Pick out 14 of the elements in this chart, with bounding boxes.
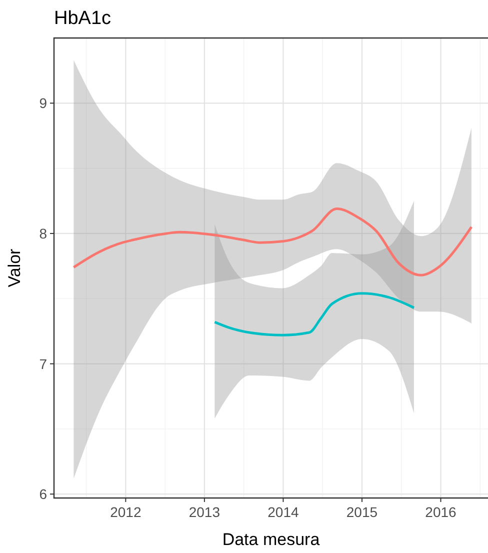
x-tick-label: 2015 — [346, 504, 378, 520]
x-tick-label: 2013 — [188, 504, 220, 520]
x-tick-label: 2014 — [268, 504, 299, 520]
x-tick-label: 2012 — [110, 504, 142, 520]
chart-title: HbA1c — [54, 8, 112, 29]
y-tick-label: 7 — [39, 356, 48, 372]
x-axis-title: Data mesura — [222, 530, 320, 549]
y-tick-label: 8 — [39, 225, 48, 242]
line-series — [72, 207, 473, 276]
y-tick-label: 9 — [39, 95, 48, 112]
line-series — [213, 292, 416, 336]
x-tick-label: 2016 — [425, 504, 457, 520]
y-axis-title: Valor — [5, 248, 24, 288]
y-tick-label: 6 — [39, 486, 48, 502]
